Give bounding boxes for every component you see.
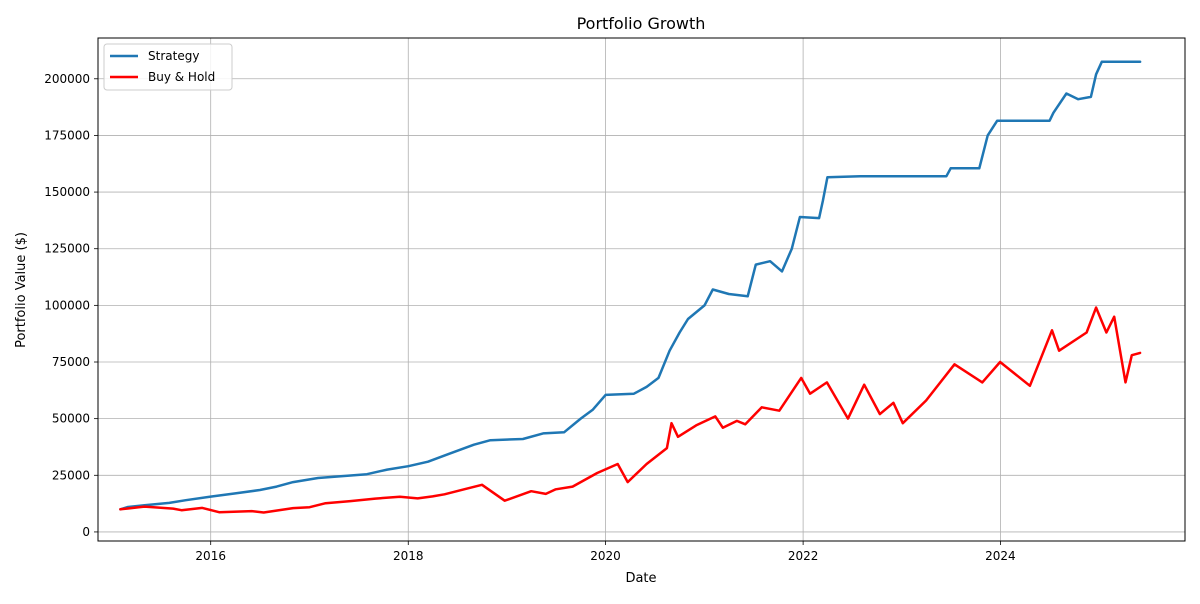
series-line-1 (119, 306, 1142, 514)
y-tick-label: 175000 (44, 128, 90, 142)
x-tick-label: 2016 (195, 549, 226, 563)
y-tick-label: 200000 (44, 72, 90, 86)
series-layer (119, 60, 1142, 514)
y-tick-label: 150000 (44, 185, 90, 199)
y-axis-label: Portfolio Value ($) (14, 232, 29, 348)
x-axis-label: Date (625, 571, 656, 586)
y-tick-label: 100000 (44, 298, 90, 312)
chart-title: Portfolio Growth (577, 14, 706, 33)
y-tick-label: 25000 (52, 468, 90, 482)
legend-label-1: Buy & Hold (148, 70, 215, 84)
x-tick-label: 2020 (590, 549, 621, 563)
plot-frame (97, 37, 1186, 542)
series-line-0 (119, 60, 1142, 511)
y-tick-label: 50000 (52, 412, 90, 426)
y-tick-label: 0 (82, 525, 90, 539)
y-tick-label: 125000 (44, 242, 90, 256)
x-tick-label: 2022 (788, 549, 819, 563)
ticks: 2016 2018 2020 2022 2024 0 25000 50000 75000 1000… (44, 72, 1015, 563)
grid (98, 38, 1185, 541)
legend-label-0: Strategy (148, 49, 199, 63)
x-tick-label: 2024 (985, 549, 1016, 563)
x-tick-label: 2018 (393, 549, 424, 563)
legend: Strategy Buy & Hold (103, 43, 233, 91)
y-tick-label: 75000 (52, 355, 90, 369)
